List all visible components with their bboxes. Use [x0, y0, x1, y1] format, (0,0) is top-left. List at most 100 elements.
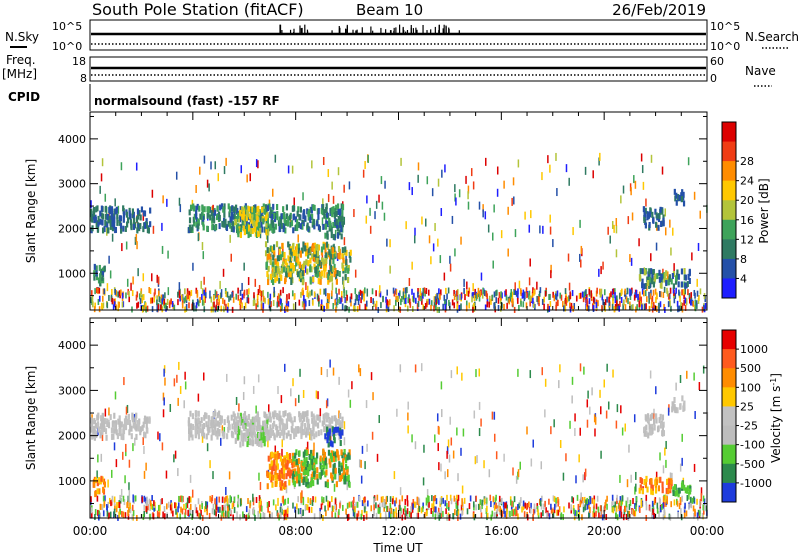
ground-scatter-point — [268, 302, 271, 309]
echo-point — [307, 470, 310, 477]
echo-point — [313, 470, 316, 477]
ground-scatter-point — [461, 509, 463, 516]
echo-point — [274, 474, 277, 481]
ground-scatter-point — [143, 504, 146, 511]
echo-point — [282, 423, 285, 430]
ground-scatter-point — [530, 295, 532, 302]
scatter-point — [698, 382, 701, 391]
ground-scatter-point — [624, 293, 627, 300]
ground-scatter-point — [422, 304, 425, 311]
echo-point — [644, 222, 647, 229]
echo-point — [243, 411, 247, 418]
echo-point — [338, 469, 341, 476]
scatter-point — [452, 450, 455, 459]
ground-scatter-point — [669, 300, 671, 307]
ground-scatter-point — [496, 508, 499, 515]
ground-scatter-point — [100, 302, 103, 309]
echo-point — [313, 419, 316, 426]
scatter-point — [675, 382, 677, 391]
ground-scatter-point — [616, 300, 618, 307]
ground-scatter-point — [286, 511, 289, 518]
ground-scatter-point — [446, 503, 448, 510]
scatter-point — [580, 259, 582, 268]
scatter-point — [549, 164, 551, 173]
ground-scatter-point — [98, 295, 101, 302]
echo-point — [314, 420, 317, 427]
ground-scatter-point — [416, 303, 419, 310]
echo-point — [96, 421, 100, 428]
ground-scatter-point — [259, 505, 262, 512]
ground-scatter-point — [456, 494, 458, 501]
echo-point — [251, 220, 255, 227]
colorbar-tick-label: 28 — [740, 155, 754, 168]
scatter-point — [327, 194, 330, 203]
ground-scatter-point — [501, 292, 503, 299]
ground-scatter-point — [147, 504, 149, 511]
scatter-point — [428, 235, 431, 244]
ground-scatter-point — [108, 294, 110, 301]
ground-scatter-point — [151, 504, 154, 511]
echo-point — [673, 188, 676, 195]
x-axis-title: Time UT — [372, 541, 423, 554]
ground-scatter-point — [702, 495, 705, 502]
scatter-point — [161, 222, 163, 231]
scatter-point — [568, 282, 571, 291]
echo-point — [255, 231, 259, 238]
echo-point — [101, 427, 104, 434]
echo-point — [650, 429, 653, 436]
echo-point — [136, 227, 139, 234]
echo-point — [290, 459, 294, 466]
scatter-point — [274, 445, 277, 454]
ground-scatter-point — [327, 302, 330, 309]
echo-point — [286, 459, 289, 466]
ground-scatter-point — [418, 498, 421, 505]
echo-point — [252, 416, 255, 423]
echo-point — [239, 441, 242, 448]
echo-point — [282, 483, 286, 490]
echo-point — [648, 282, 651, 289]
echo-point — [253, 417, 256, 424]
ground-scatter-point — [293, 293, 296, 300]
echo-point — [282, 266, 286, 273]
ground-scatter-point — [495, 290, 497, 297]
ground-scatter-point — [373, 510, 375, 517]
scatter-point — [478, 401, 481, 410]
ground-scatter-point — [270, 301, 272, 308]
ground-scatter-point — [490, 298, 492, 305]
ground-scatter-point — [145, 501, 148, 508]
ground-scatter-point — [551, 508, 554, 515]
ground-scatter-point — [175, 508, 177, 515]
scatter-point — [257, 374, 260, 383]
echo-point — [102, 486, 105, 493]
ground-scatter-point — [549, 293, 551, 300]
ground-scatter-point — [578, 293, 581, 300]
echo-point — [276, 426, 279, 433]
echo-point — [129, 219, 133, 226]
echo-point — [246, 420, 250, 427]
ground-scatter-point — [189, 496, 192, 503]
ground-scatter-point — [479, 499, 482, 506]
ground-scatter-point — [473, 302, 475, 309]
ground-scatter-point — [187, 510, 189, 517]
ground-scatter-point — [136, 291, 139, 298]
ground-scatter-point — [117, 501, 120, 508]
ground-scatter-point — [510, 499, 512, 506]
ground-scatter-point — [149, 288, 152, 295]
scatter-point — [646, 282, 648, 291]
ground-scatter-point — [480, 512, 483, 519]
ground-scatter-point — [480, 289, 482, 296]
echo-point — [111, 220, 114, 227]
echo-point — [299, 206, 303, 213]
scatter-point — [575, 475, 577, 484]
scatter-point — [584, 166, 587, 175]
scatter-point — [267, 439, 269, 448]
echo-point — [336, 232, 340, 239]
y-tick-label: 1000 — [58, 475, 86, 488]
echo-point — [121, 433, 124, 440]
echo-point — [288, 479, 291, 486]
scatter-point — [609, 235, 611, 244]
echo-point — [239, 206, 242, 213]
echo-point — [295, 260, 298, 267]
scatter-point — [287, 165, 290, 174]
echo-point — [303, 260, 306, 267]
